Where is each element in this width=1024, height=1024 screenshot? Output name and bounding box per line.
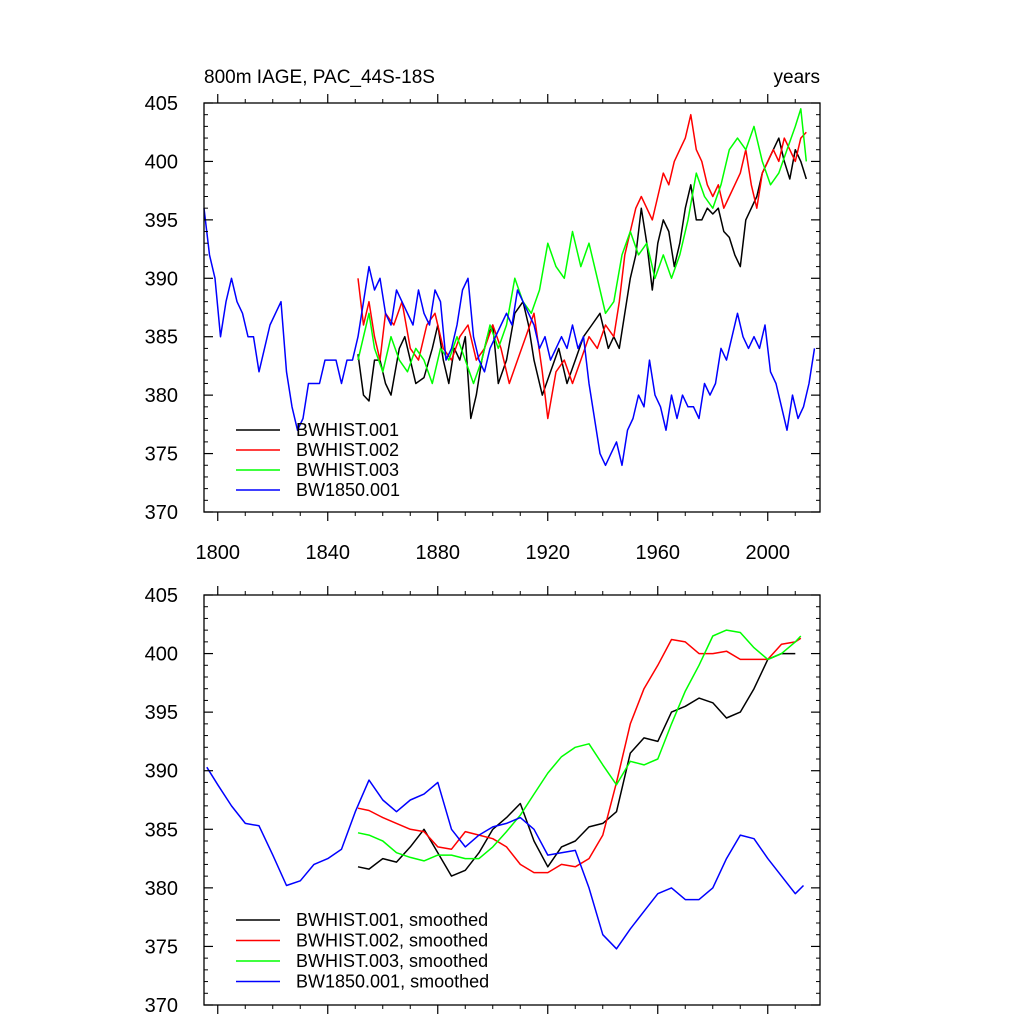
top-legend-label: BWHIST.001	[296, 420, 399, 440]
top-ytick-label: 370	[145, 502, 178, 524]
bottom-panel: 370 375 380 385 390 395 400 405 BWHIST.001, smo…	[145, 585, 821, 1017]
top-xtick-label: 1920	[526, 542, 571, 564]
top-legend-label: BWHIST.003	[296, 460, 399, 480]
top-series-group	[203, 108, 816, 467]
bottom-series-line-2	[357, 637, 802, 874]
bottom-ytick-label: 400	[145, 644, 178, 666]
bottom-series-line-4	[206, 766, 805, 950]
bottom-ytick-label: 370	[145, 995, 178, 1017]
bottom-legend-label: BWHIST.002, smoothed	[296, 931, 488, 951]
chart-title: 800m IAGE, PAC_44S-18S	[204, 67, 435, 88]
top-series-line-3	[357, 108, 808, 385]
top-plot-frame	[203, 102, 821, 513]
bottom-ytick-label: 375	[145, 936, 178, 958]
top-xtick-label: 1840	[306, 542, 351, 564]
top-series-line-2	[357, 113, 807, 420]
bottom-legend-label: BWHIST.003, smoothed	[296, 951, 488, 971]
top-ytick-label: 400	[145, 151, 178, 173]
top-ytick-label: 385	[145, 327, 178, 349]
top-series-line-4	[203, 208, 816, 467]
top-xtick-label: 1800	[196, 542, 241, 564]
bottom-legend-label: BWHIST.001, smoothed	[296, 910, 488, 930]
bottom-ytick-label: 395	[145, 702, 178, 724]
bottom-ytick-label: 385	[145, 819, 178, 841]
top-xtick-label: 1960	[636, 542, 681, 564]
bottom-series-line-3	[357, 629, 802, 862]
top-series-line-1	[357, 137, 808, 420]
top-panel: 800m IAGE, PAC_44S-18S years 370 375 380 38…	[145, 67, 821, 564]
bottom-ticks-group: 370 375 380 385 390 395 400 405	[145, 585, 820, 1017]
top-ytick-label: 405	[145, 93, 178, 115]
bottom-plot-frame	[203, 594, 821, 1006]
bottom-ytick-label: 405	[145, 585, 178, 607]
top-ytick-label: 375	[145, 444, 178, 466]
top-legend-label: BWHIST.002	[296, 440, 399, 460]
top-ytick-label: 395	[145, 210, 178, 232]
top-xtick-label: 1880	[416, 542, 461, 564]
top-legend-label: BW1850.001	[296, 480, 400, 500]
top-ytick-label: 380	[145, 385, 178, 407]
bottom-series-group	[206, 629, 805, 950]
bottom-ytick-label: 380	[145, 878, 178, 900]
top-ticks-group: 370 375 380 385 390 395 400 405 1800 1840 1880 1920…	[145, 93, 820, 564]
bottom-ytick-label: 390	[145, 761, 178, 783]
top-xtick-label: 2000	[746, 542, 791, 564]
units-label: years	[774, 67, 820, 88]
bottom-legend-label: BW1850.001, smoothed	[296, 972, 489, 992]
top-ytick-label: 390	[145, 268, 178, 290]
bottom-series-line-1	[357, 652, 796, 877]
